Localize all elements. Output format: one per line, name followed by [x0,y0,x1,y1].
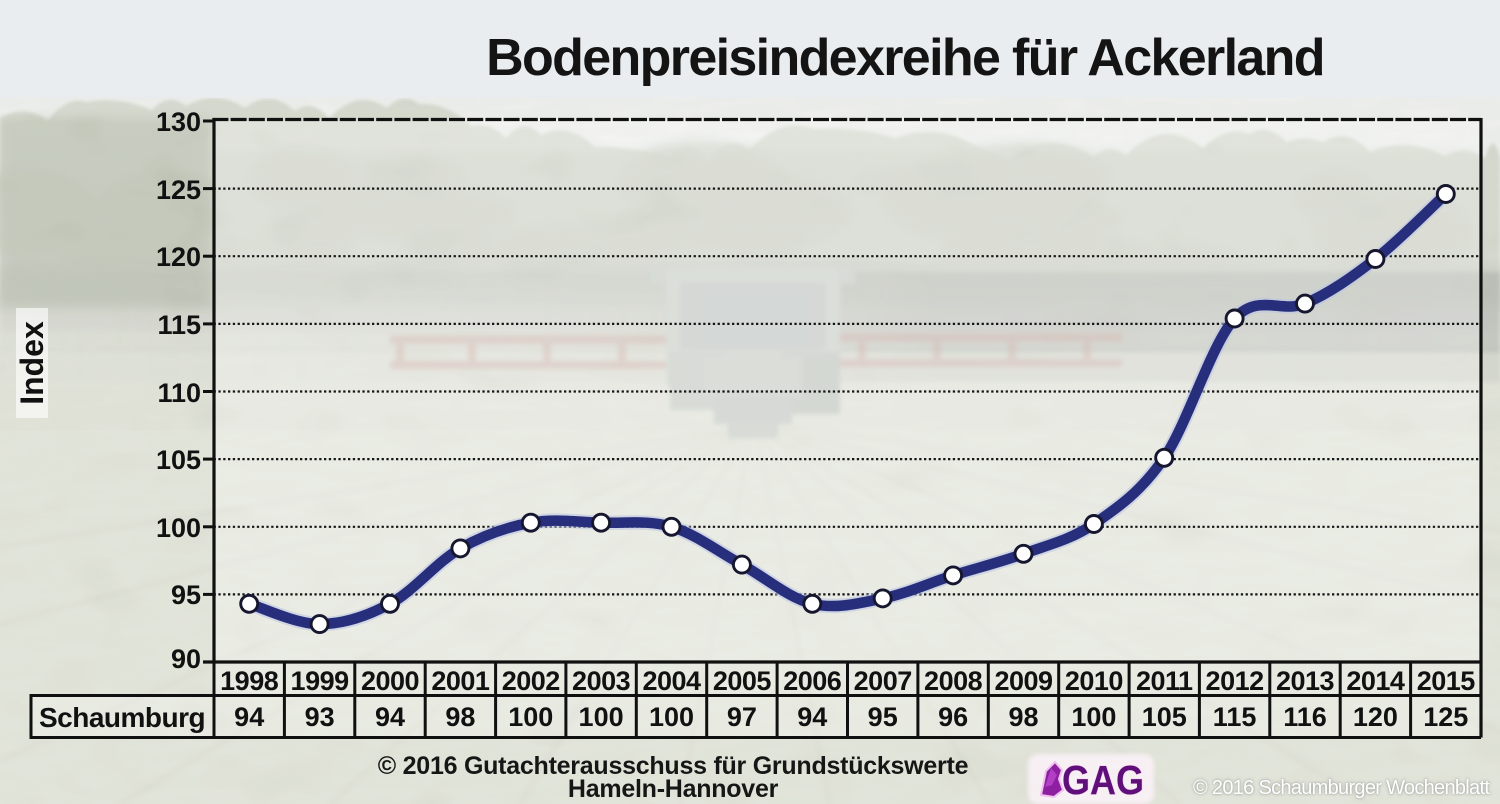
svg-text:GAG: GAG [1062,757,1144,801]
